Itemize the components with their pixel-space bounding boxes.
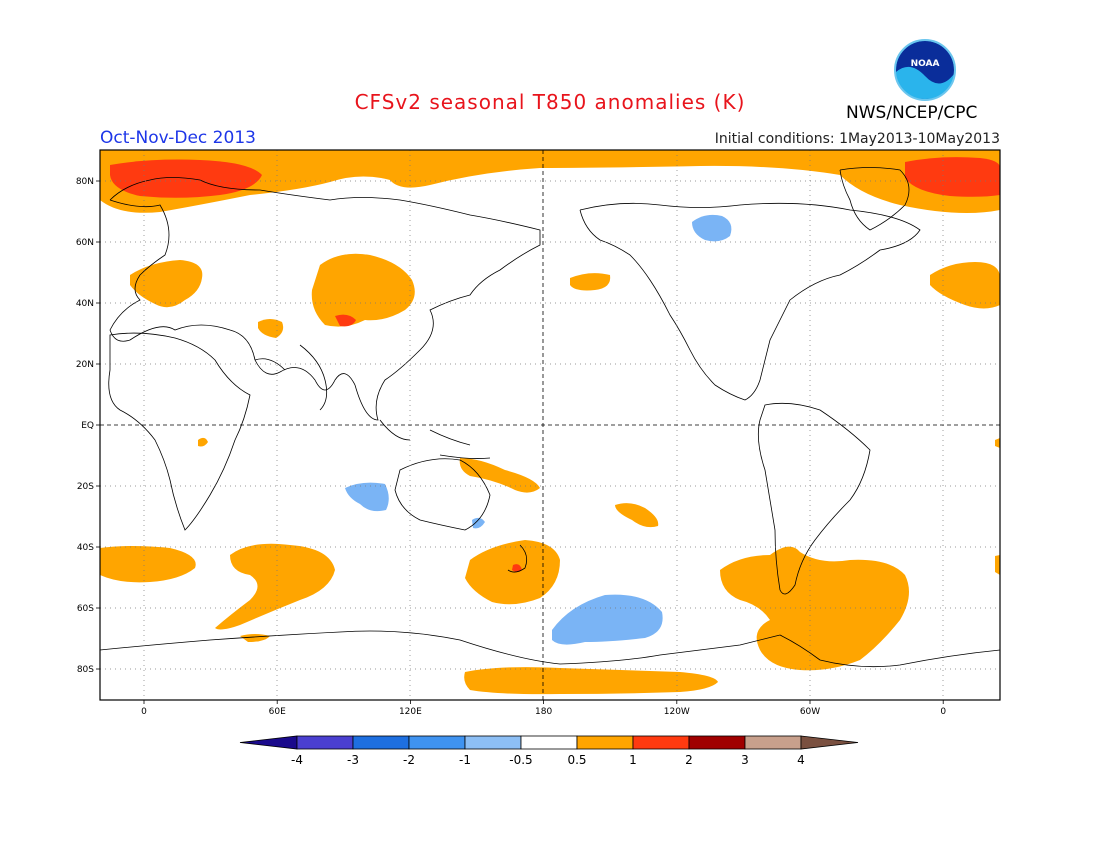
- colorbar-label: 3: [741, 753, 749, 767]
- longitude-labels: 0 60E 120E 180 120W 60W 0: [141, 700, 946, 717]
- colorbar-swatch: [352, 735, 410, 750]
- colorbar-swatch: [520, 735, 578, 750]
- coastlines: [99, 167, 1001, 668]
- lat-label: 20N: [76, 360, 94, 370]
- colorbar-label: -2: [403, 753, 415, 767]
- lat-label: 40N: [76, 299, 94, 309]
- colorbar-label: 4: [797, 753, 805, 767]
- colorbar-swatch: [744, 735, 802, 750]
- lat-label: 40S: [77, 543, 94, 553]
- colorbar-swatch: [296, 735, 354, 750]
- colorbar-label: 2: [685, 753, 693, 767]
- lat-label: 60S: [77, 604, 94, 614]
- agency-label: NWS/NCEP/CPC: [846, 103, 978, 123]
- colorbar-swatch: [576, 735, 634, 750]
- colorbar-min-arrow: [239, 735, 298, 750]
- lon-label: 60W: [800, 707, 820, 717]
- colorbar-label: -4: [291, 753, 303, 767]
- colorbar-label: 0.5: [567, 753, 586, 767]
- initial-conditions-label: Initial conditions: 1May2013-10May2013: [714, 131, 1000, 147]
- chart-title: CFSv2 seasonal T850 anomalies (K): [354, 90, 746, 114]
- lon-label: 120W: [664, 707, 690, 717]
- colorbar-label: -1: [459, 753, 471, 767]
- cold-anomaly-regions: [345, 214, 732, 645]
- colorbar-label: -0.5: [509, 753, 532, 767]
- latitude-labels: 80N 60N 40N 20N EQ 20S 40S 60S 80S: [76, 177, 100, 675]
- noaa-logo: NOAA: [894, 39, 956, 101]
- colorbar-max-arrow: [800, 735, 859, 750]
- colorbar: -4 -3 -2 -1 -0.5 0.5 1 2 3 4: [239, 735, 859, 767]
- lon-label: 180: [535, 707, 552, 717]
- colorbar-swatch: [688, 735, 746, 750]
- lat-label: 20S: [77, 482, 94, 492]
- lat-label: EQ: [81, 421, 94, 431]
- lat-label: 80S: [77, 665, 94, 675]
- lon-label: 0: [141, 707, 147, 717]
- lon-label: 60E: [269, 707, 286, 717]
- strong-warm-anomaly-regions: [110, 157, 1000, 572]
- season-label: Oct-Nov-Dec 2013: [100, 128, 256, 148]
- noaa-logo-text: NOAA: [911, 59, 940, 69]
- lon-label: 0: [940, 707, 946, 717]
- colorbar-swatch: [632, 735, 690, 750]
- warm-anomaly-regions: [100, 150, 1000, 695]
- colorbar-label: -3: [347, 753, 359, 767]
- lat-label: 80N: [76, 177, 94, 187]
- equator-dateline: [100, 150, 1000, 700]
- lon-label: 120E: [399, 707, 422, 717]
- colorbar-swatch: [464, 735, 522, 750]
- colorbar-label: 1: [629, 753, 637, 767]
- colorbar-swatch: [408, 735, 466, 750]
- lat-label: 60N: [76, 238, 94, 248]
